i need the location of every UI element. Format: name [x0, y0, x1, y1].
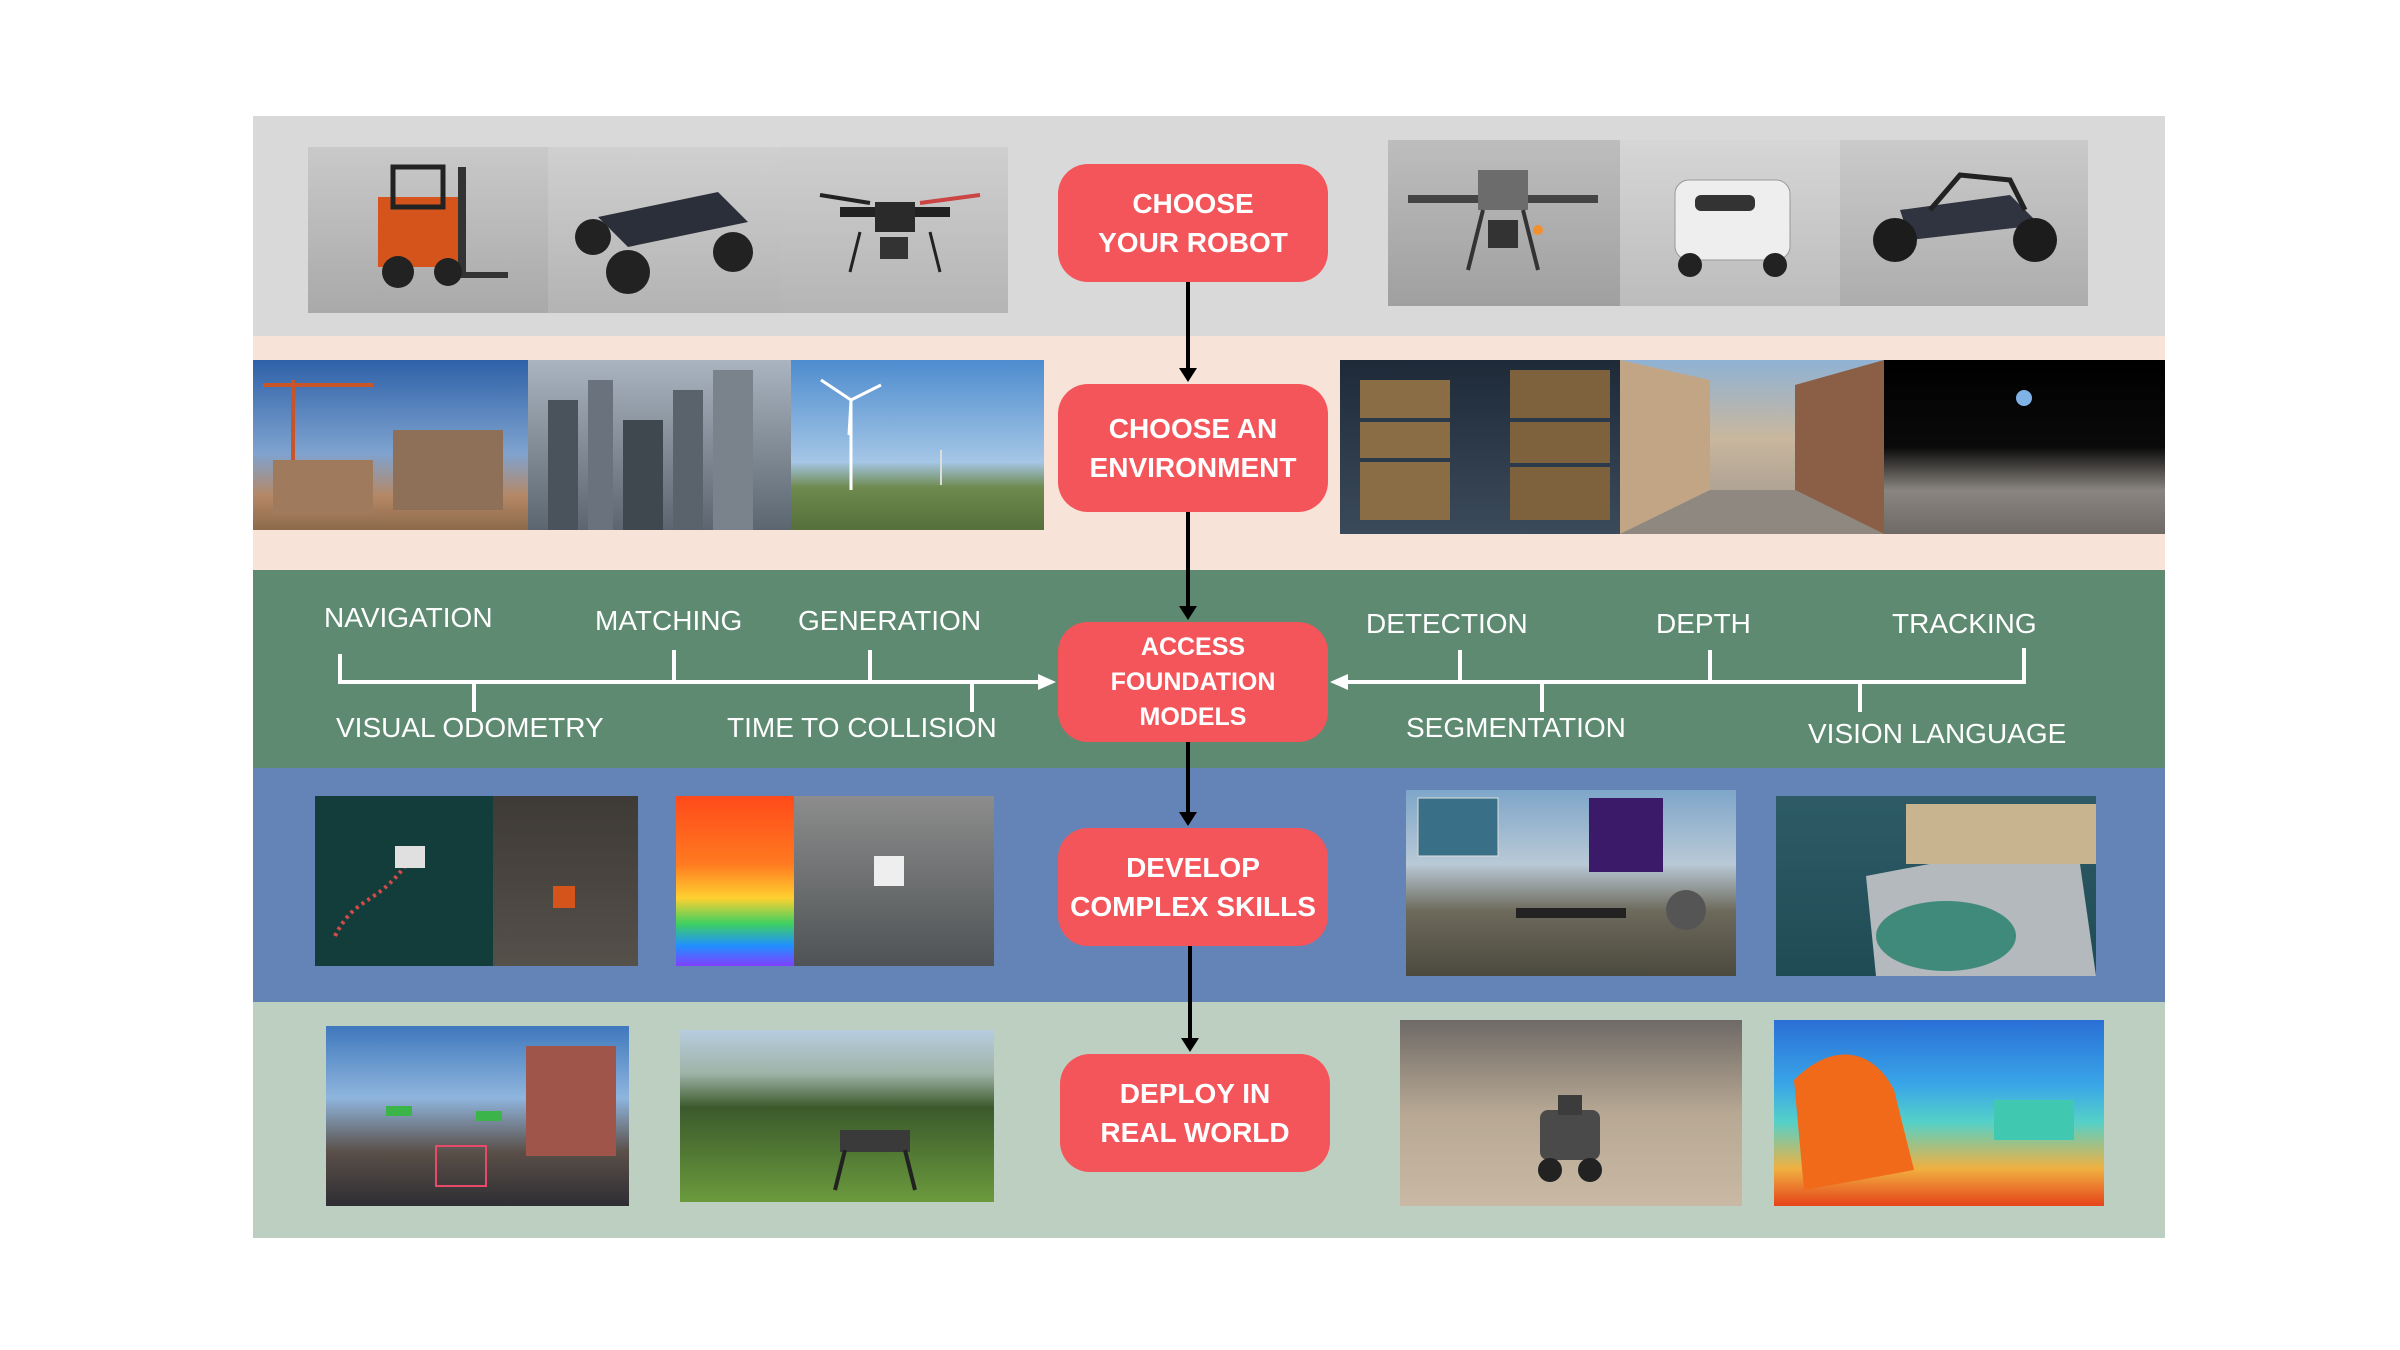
point-cloud-icon — [333, 846, 425, 937]
wind-turbine-icon — [820, 378, 942, 490]
helipad-icon — [1866, 804, 2096, 976]
skill-depth: DEPTH — [1656, 608, 1751, 639]
robot-delivery-image — [1620, 140, 1840, 306]
step-choose-environment: CHOOSE AN ENVIRONMENT — [1058, 384, 1328, 512]
buggy-icon — [1873, 172, 2057, 262]
deploy-indoor-robot-image — [1400, 1020, 1742, 1206]
street-detection-icon — [386, 1046, 616, 1187]
skill-time-to-collision: TIME TO COLLISION — [727, 712, 997, 743]
rover-icon — [575, 192, 753, 294]
env-warehouse-image — [1340, 360, 1620, 534]
right-axis-arrowhead — [1330, 674, 1348, 690]
office-robot-icon — [874, 856, 904, 886]
crane-icon — [263, 380, 503, 515]
street-icon — [1620, 360, 1884, 534]
skill-matching: MATCHING — [595, 605, 743, 636]
robot-rover-image — [548, 147, 780, 313]
left-axis-arrowhead — [1038, 674, 1056, 690]
skill-helipad-image — [1776, 796, 2096, 976]
step-access-foundation-models: ACCESS FOUNDATION MODELS — [1058, 622, 1328, 742]
skill-depthmap-image — [676, 796, 794, 966]
skill-navigation: NAVIGATION — [324, 602, 493, 633]
depth-estimation-icon — [1794, 1054, 2074, 1190]
env-city-image — [528, 360, 791, 530]
env-construction-image — [253, 360, 528, 530]
skill-segmentation: SEGMENTATION — [1406, 712, 1626, 743]
shelves-icon — [1360, 370, 1610, 520]
skill-warehouse-forklift-image — [493, 796, 638, 966]
deploy-street-image — [326, 1026, 629, 1206]
flow-arrowhead-1 — [1179, 368, 1197, 382]
flow-arrowhead-3 — [1179, 812, 1197, 826]
skill-tracking: TRACKING — [1892, 608, 2037, 639]
skill-pointcloud-image — [315, 796, 493, 966]
step-deploy-real-world: DEPLOY IN REAL WORLD — [1060, 1054, 1330, 1172]
skill-vision-language: VISION LANGUAGE — [1808, 718, 2067, 749]
step-choose-robot: CHOOSE YOUR ROBOT — [1058, 164, 1328, 282]
skill-visual-odometry: VISUAL ODOMETRY — [336, 712, 604, 743]
skill-drone-wildfire-image — [1406, 790, 1736, 976]
step-develop-complex-skills: DEVELOP COMPLEX SKILLS — [1058, 828, 1328, 946]
flow-arrowhead-2 — [1179, 606, 1197, 620]
deploy-depth-image — [1774, 1020, 2104, 1206]
skill-generation: GENERATION — [798, 605, 982, 636]
skill-detection: DETECTION — [1366, 608, 1528, 639]
drone-wildfire-icon — [1417, 797, 1706, 930]
robot-buggy-image — [1840, 140, 2088, 306]
earth-icon — [2016, 390, 2032, 406]
deploy-robot-dog-image — [680, 1030, 994, 1202]
forklift-small-icon — [553, 886, 575, 908]
robot-quadcopter-image — [780, 147, 1008, 313]
flow-arrowhead-4 — [1181, 1038, 1199, 1052]
robot-forklift-image — [308, 147, 548, 313]
forklift-icon — [378, 164, 508, 288]
skyline-icon — [548, 370, 753, 530]
industrial-drone-icon — [1408, 170, 1598, 271]
robot-dog-icon — [833, 1130, 917, 1191]
env-moon-image — [1884, 360, 2165, 534]
delivery-robot-icon — [1674, 179, 1791, 277]
quadcopter-icon — [819, 193, 981, 273]
robot-industrial-drone-image — [1388, 140, 1620, 306]
env-street-image — [1620, 360, 1884, 534]
skill-office-robot-image — [794, 796, 994, 966]
env-windfarm-image — [791, 360, 1044, 530]
indoor-robot-icon — [1538, 1095, 1602, 1182]
